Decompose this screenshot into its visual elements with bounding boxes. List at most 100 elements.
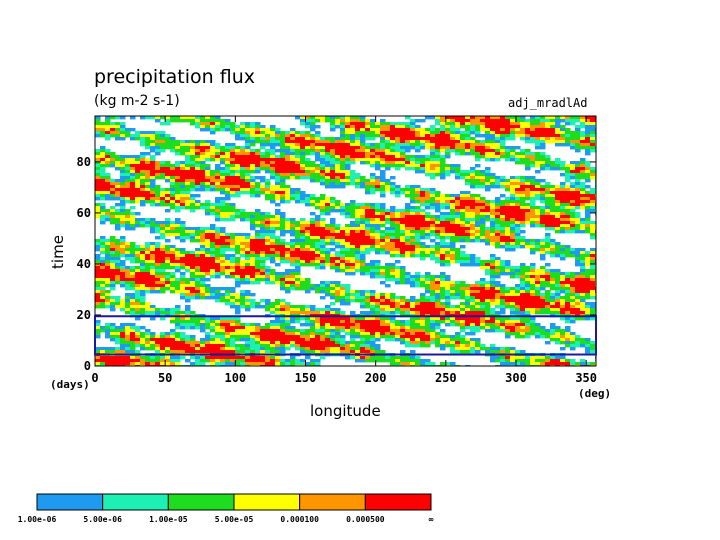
heatmap-cell: [500, 215, 506, 219]
heatmap-cell: [500, 290, 506, 294]
heatmap-cell: [530, 305, 536, 309]
heatmap-cell: [155, 284, 161, 288]
heatmap-cell: [330, 161, 336, 165]
heatmap-cell: [210, 176, 216, 180]
heatmap-cell: [100, 206, 106, 210]
heatmap-cell: [125, 293, 131, 297]
heatmap-cell: [195, 194, 201, 198]
heatmap-cell: [555, 197, 561, 201]
heatmap-cell: [515, 185, 521, 189]
heatmap-cell: [125, 224, 131, 228]
heatmap-cell: [150, 269, 156, 273]
heatmap-cell: [155, 308, 161, 312]
heatmap-cell: [270, 161, 276, 165]
heatmap-cell: [510, 206, 516, 210]
heatmap-cell: [465, 227, 471, 231]
heatmap-cell: [520, 284, 526, 288]
heatmap-cell: [335, 140, 341, 144]
heatmap-cell: [265, 275, 271, 279]
heatmap-cell: [185, 164, 191, 168]
heatmap-cell: [125, 278, 131, 282]
heatmap-cell: [195, 248, 201, 252]
heatmap-cell: [290, 170, 296, 174]
heatmap-cell: [110, 158, 116, 162]
heatmap-cell: [255, 266, 261, 270]
heatmap-cell: [300, 194, 306, 198]
heatmap-cell: [455, 152, 461, 156]
heatmap-cell: [265, 167, 271, 171]
heatmap-cell: [100, 209, 106, 213]
heatmap-cell: [445, 203, 451, 207]
heatmap-cell: [265, 182, 271, 186]
heatmap-cell: [260, 167, 266, 171]
heatmap-cell: [500, 266, 506, 270]
heatmap-cell: [285, 173, 291, 177]
heatmap-cell: [240, 146, 246, 150]
heatmap-cell: [230, 125, 236, 129]
heatmap-cell: [145, 146, 151, 150]
heatmap-cell: [430, 311, 436, 315]
heatmap-cell: [245, 215, 251, 219]
heatmap-cell: [140, 221, 146, 225]
heatmap-cell: [460, 194, 466, 198]
heatmap-cell: [295, 197, 301, 201]
heatmap-cell: [580, 269, 586, 273]
heatmap-cell: [540, 305, 546, 309]
heatmap-cell: [505, 239, 511, 243]
heatmap-cell: [570, 116, 576, 120]
heatmap-cell: [185, 152, 191, 156]
heatmap-cell: [225, 146, 231, 150]
heatmap-cell: [455, 209, 461, 213]
heatmap-cell: [180, 176, 186, 180]
heatmap-cell: [310, 176, 316, 180]
heatmap-cell: [515, 275, 521, 279]
heatmap-cell: [135, 167, 141, 171]
heatmap-cell: [305, 194, 311, 198]
heatmap-cell: [170, 233, 176, 237]
heatmap-cell: [370, 185, 376, 189]
heatmap-cell: [585, 200, 591, 204]
heatmap-cell: [505, 203, 511, 207]
heatmap-cell: [540, 131, 546, 135]
heatmap-cell: [160, 164, 166, 168]
heatmap-cell: [530, 206, 536, 210]
heatmap-cell: [485, 143, 491, 147]
heatmap-cell: [300, 149, 306, 153]
heatmap-cell: [510, 131, 516, 135]
heatmap-cell: [345, 161, 351, 165]
heatmap-cell: [160, 254, 166, 258]
heatmap-cell: [435, 242, 441, 246]
heatmap-cell: [250, 263, 256, 267]
heatmap-cell: [295, 140, 301, 144]
heatmap-cell: [145, 161, 151, 165]
heatmap-cell: [425, 188, 431, 192]
heatmap-cell: [530, 281, 536, 285]
heatmap-cell: [355, 224, 361, 228]
heatmap-cell: [145, 287, 151, 291]
heatmap-cell: [285, 221, 291, 225]
heatmap-cell: [365, 143, 371, 147]
heatmap-cell: [285, 131, 291, 135]
heatmap-cell: [310, 179, 316, 183]
heatmap-cell: [575, 179, 581, 183]
heatmap-cell: [545, 272, 551, 276]
heatmap-cell: [140, 260, 146, 264]
heatmap-cell: [575, 272, 581, 276]
heatmap-cell: [185, 197, 191, 201]
heatmap-cell: [95, 275, 101, 279]
heatmap-cell: [590, 221, 596, 225]
heatmap-cell: [530, 221, 536, 225]
heatmap-cell: [225, 272, 231, 276]
heatmap-cell: [275, 218, 281, 222]
heatmap-cell: [170, 248, 176, 252]
heatmap-cell: [435, 248, 441, 252]
heatmap-cell: [575, 206, 581, 210]
heatmap-cell: [355, 248, 361, 252]
heatmap-cell: [465, 128, 471, 132]
heatmap-cell: [220, 272, 226, 276]
heatmap-cell: [290, 281, 296, 285]
heatmap-cell: [510, 236, 516, 240]
heatmap-cell: [415, 299, 421, 303]
heatmap-cell: [405, 188, 411, 192]
heatmap-cell: [150, 158, 156, 162]
